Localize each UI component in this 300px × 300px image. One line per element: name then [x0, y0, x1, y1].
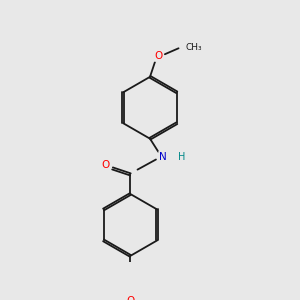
Text: H: H [178, 152, 186, 161]
Text: O: O [101, 160, 110, 170]
Text: N: N [159, 152, 167, 161]
Text: CH₃: CH₃ [186, 43, 202, 52]
Text: O: O [126, 296, 134, 300]
Text: O: O [155, 51, 163, 61]
